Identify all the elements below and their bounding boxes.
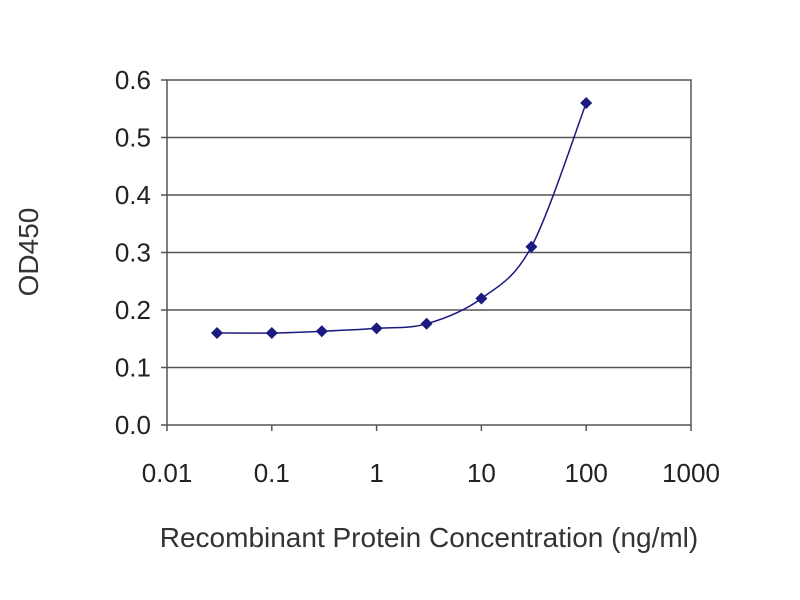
x-tick-label-3: 10 (467, 458, 496, 488)
data-point-5 (475, 292, 488, 305)
x-tick-label-0: 0.01 (142, 458, 193, 488)
data-point-3 (370, 322, 383, 335)
y-tick-label-1: 0.1 (115, 353, 151, 383)
x-axis-title: Recombinant Protein Concentration (ng/ml… (160, 522, 698, 553)
x-tick-label-4: 100 (565, 458, 608, 488)
data-point-7 (580, 97, 593, 109)
y-tick-label-0: 0.0 (115, 410, 151, 440)
x-tick-label-1: 0.1 (254, 458, 290, 488)
y-tick-label-4: 0.4 (115, 180, 151, 210)
y-tick-label-6: 0.6 (115, 65, 151, 95)
data-point-6 (525, 240, 538, 253)
data-point-4 (420, 317, 433, 330)
y-tick-label-5: 0.5 (115, 123, 151, 153)
data-point-2 (315, 325, 328, 338)
series-points (211, 97, 593, 339)
y-axis-ticks: 0.0 0.1 0.2 0.3 0.4 0.5 0.6 (115, 65, 167, 440)
x-tick-label-2: 1 (369, 458, 383, 488)
data-point-1 (265, 327, 278, 339)
data-point-0 (211, 327, 224, 339)
x-tick-label-5: 1000 (662, 458, 720, 488)
y-tick-label-3: 0.3 (115, 238, 151, 268)
y-tick-label-2: 0.2 (115, 295, 151, 325)
x-axis-ticks: 0.01 0.1 1 10 100 1000 (142, 425, 720, 488)
series-line (217, 102, 587, 334)
grid-layer (167, 136, 691, 369)
y-axis-title: OD450 (13, 208, 44, 297)
